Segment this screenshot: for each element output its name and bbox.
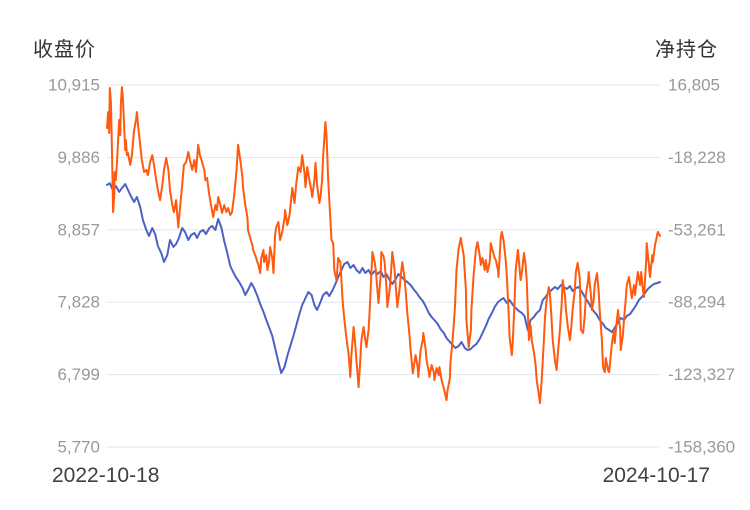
y-axis-tick-left: 9,886 xyxy=(57,148,100,167)
y-axis-tick-right: -18,228 xyxy=(668,148,726,167)
y-axis-tick-left: 10,915 xyxy=(48,76,100,95)
left-axis-title: 收盘价 xyxy=(33,39,96,61)
y-axis-tick-right: -88,294 xyxy=(668,293,726,312)
y-axis-tick-left: 8,857 xyxy=(57,220,100,239)
y-axis-tick-left: 7,828 xyxy=(57,293,100,312)
y-axis-tick-left: 5,770 xyxy=(57,438,100,457)
x-axis-start-label: 2022-10-18 xyxy=(52,464,160,487)
y-axis-tick-right: -123,327 xyxy=(668,365,735,384)
right-axis-title: 净持仓 xyxy=(655,39,718,61)
y-axis-tick-left: 6,799 xyxy=(57,365,100,384)
closing-price-line xyxy=(106,182,661,374)
y-axis-tick-right: -53,261 xyxy=(668,220,726,239)
net-position-line xyxy=(106,86,661,405)
x-axis-end-label: 2024-10-17 xyxy=(602,464,710,487)
y-axis-tick-right: -158,360 xyxy=(668,438,735,457)
y-axis-tick-right: 16,805 xyxy=(668,76,720,95)
